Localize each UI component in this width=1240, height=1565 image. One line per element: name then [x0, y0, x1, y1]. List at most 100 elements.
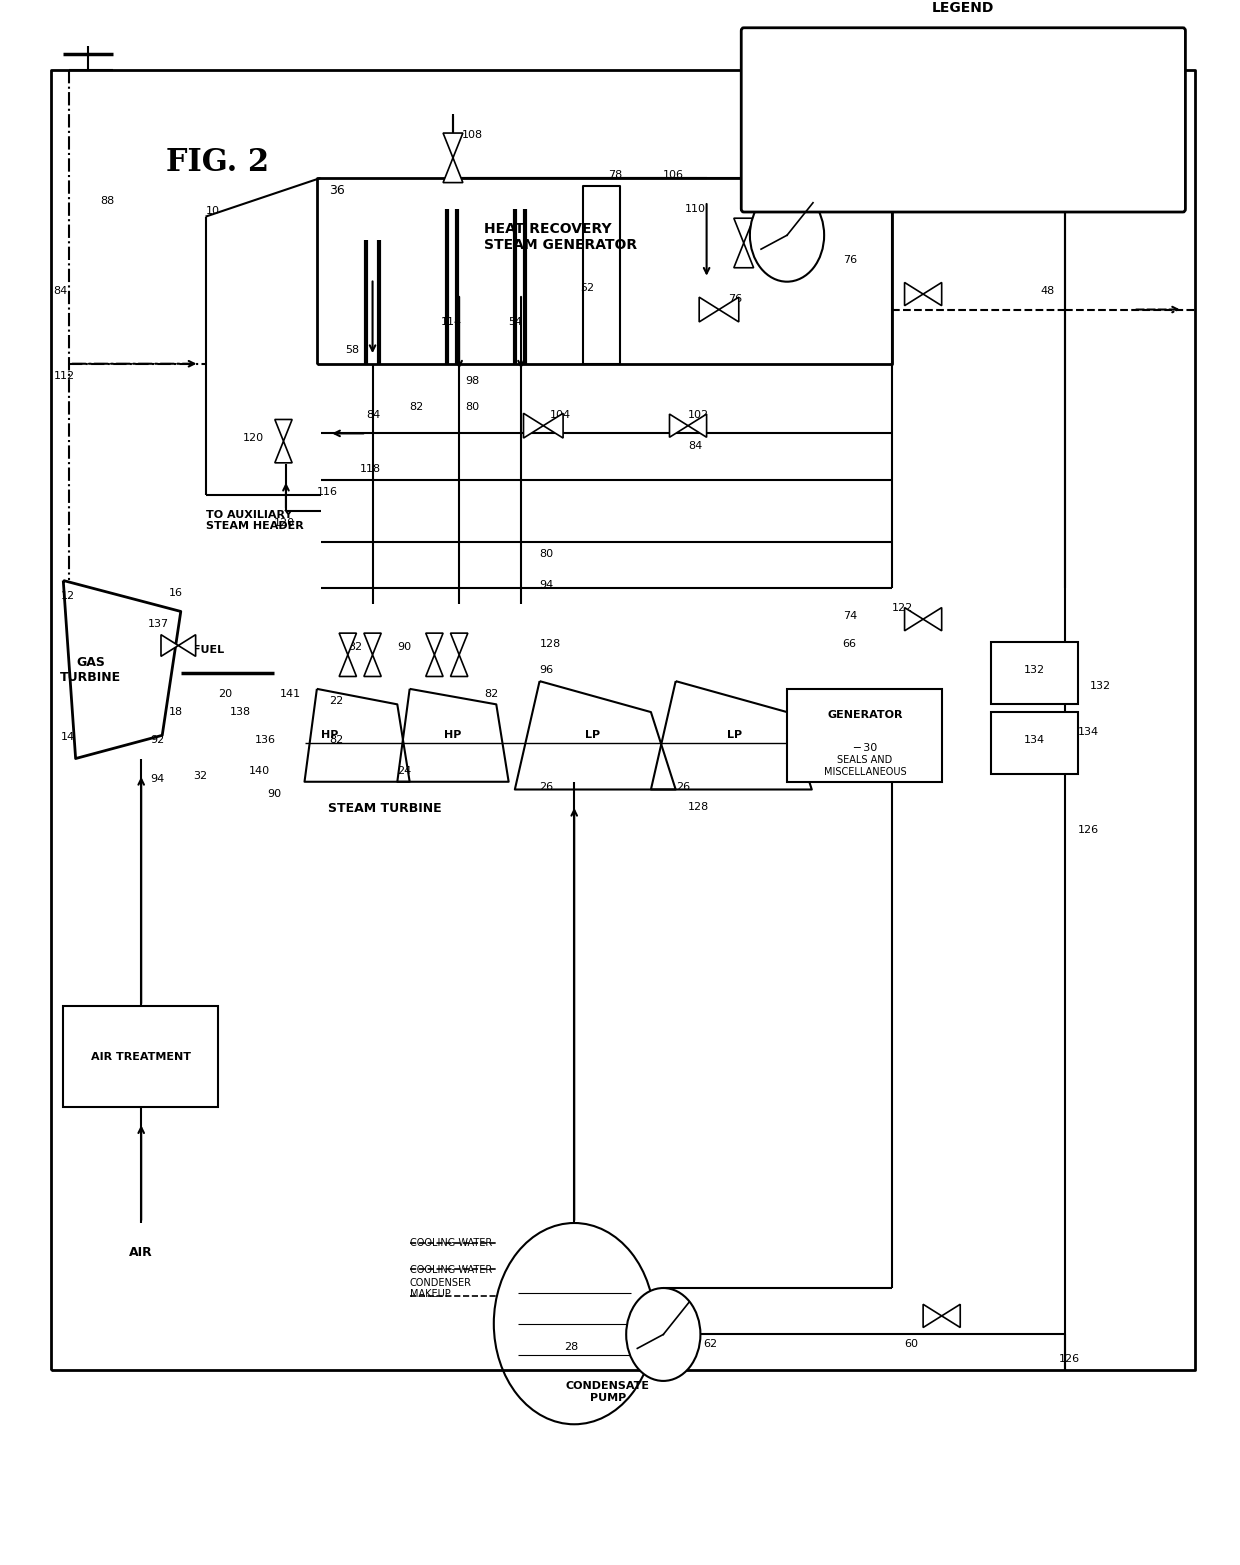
Text: 116: 116 — [317, 487, 337, 498]
Text: 94: 94 — [539, 581, 554, 590]
PathPatch shape — [161, 635, 179, 656]
Text: 82: 82 — [330, 736, 343, 745]
Text: AIR: AIR — [129, 1246, 153, 1260]
PathPatch shape — [179, 635, 196, 656]
Text: 60: 60 — [904, 1340, 919, 1349]
Text: 76: 76 — [754, 250, 768, 260]
Text: 82: 82 — [484, 689, 498, 698]
Bar — [63, 1006, 218, 1106]
Text: 20: 20 — [218, 689, 232, 698]
Text: LP: LP — [728, 731, 743, 740]
PathPatch shape — [699, 297, 719, 322]
PathPatch shape — [340, 634, 356, 654]
Text: STEAM TURBINE: STEAM TURBINE — [329, 801, 441, 815]
Circle shape — [626, 1288, 701, 1380]
Text: SEALS AND
MISCELLANEOUS: SEALS AND MISCELLANEOUS — [823, 756, 906, 778]
Text: FIG. 2: FIG. 2 — [166, 147, 269, 178]
PathPatch shape — [670, 415, 688, 437]
FancyBboxPatch shape — [742, 28, 1185, 211]
Text: 50: 50 — [760, 211, 774, 222]
PathPatch shape — [523, 413, 543, 438]
Text: 48: 48 — [1040, 286, 1055, 296]
Text: 126: 126 — [1078, 825, 1099, 834]
Text: CONDENSER
MAKEUP: CONDENSER MAKEUP — [409, 1277, 471, 1299]
Text: 132: 132 — [1024, 665, 1045, 676]
Text: AIR AND GAS: AIR AND GAS — [910, 128, 1002, 141]
PathPatch shape — [734, 243, 754, 268]
Text: 96: 96 — [539, 665, 554, 676]
Text: 26: 26 — [539, 781, 554, 792]
PathPatch shape — [688, 415, 707, 437]
Text: GAS
TURBINE: GAS TURBINE — [60, 656, 122, 684]
Text: 84: 84 — [53, 286, 68, 296]
Text: 52: 52 — [580, 283, 594, 293]
PathPatch shape — [450, 634, 467, 654]
Text: 114: 114 — [440, 318, 461, 327]
PathPatch shape — [543, 413, 563, 438]
Text: 140: 140 — [249, 765, 270, 776]
PathPatch shape — [363, 654, 381, 676]
Text: LEGEND: LEGEND — [932, 2, 994, 16]
Text: 54: 54 — [508, 318, 523, 327]
PathPatch shape — [425, 654, 443, 676]
Text: 112: 112 — [53, 371, 74, 382]
Ellipse shape — [753, 200, 821, 271]
Text: 137: 137 — [148, 618, 169, 629]
Text: FUEL: FUEL — [193, 645, 224, 656]
Text: 88: 88 — [100, 196, 114, 207]
Text: HP: HP — [444, 731, 461, 740]
Text: 108: 108 — [461, 130, 482, 139]
Text: 134: 134 — [1078, 728, 1099, 737]
Bar — [991, 642, 1078, 704]
Text: 90: 90 — [397, 642, 412, 653]
PathPatch shape — [275, 419, 293, 441]
Text: 84: 84 — [688, 441, 702, 451]
Text: 18: 18 — [169, 707, 182, 717]
Text: 141: 141 — [280, 689, 301, 698]
Text: 10: 10 — [206, 205, 219, 216]
Text: 32: 32 — [347, 642, 362, 653]
Text: 14: 14 — [61, 732, 74, 742]
Text: 26: 26 — [676, 781, 689, 792]
Text: 94: 94 — [150, 773, 164, 784]
PathPatch shape — [734, 218, 754, 243]
Text: 138: 138 — [231, 707, 252, 717]
Text: CONDENSATE
PUMP: CONDENSATE PUMP — [565, 1380, 650, 1402]
Text: 62: 62 — [703, 1340, 717, 1349]
Text: 136: 136 — [255, 736, 277, 745]
PathPatch shape — [923, 282, 941, 305]
Text: 128: 128 — [688, 801, 709, 812]
Text: FUEL: FUEL — [910, 167, 946, 180]
PathPatch shape — [904, 607, 923, 631]
Text: 118: 118 — [360, 465, 382, 474]
Text: 78: 78 — [608, 171, 622, 180]
Text: 12: 12 — [61, 592, 74, 601]
Text: 36: 36 — [330, 183, 345, 197]
PathPatch shape — [275, 441, 293, 463]
Text: 16: 16 — [169, 588, 182, 598]
Text: 104: 104 — [549, 410, 570, 419]
PathPatch shape — [425, 634, 443, 654]
Text: 32: 32 — [193, 770, 207, 781]
Text: 98: 98 — [465, 376, 480, 387]
Text: TO AUXILIARY
STEAM HEADER: TO AUXILIARY STEAM HEADER — [206, 510, 304, 532]
Text: COOLING WATER: COOLING WATER — [409, 1238, 492, 1249]
Bar — [787, 689, 941, 782]
Text: 24: 24 — [397, 765, 412, 776]
Text: 120: 120 — [274, 518, 295, 529]
Text: 106: 106 — [663, 171, 684, 180]
Text: 58: 58 — [345, 344, 360, 355]
Text: 66: 66 — [843, 639, 857, 649]
Text: 90: 90 — [268, 789, 281, 800]
Text: 74: 74 — [843, 612, 857, 621]
Text: ─ 30: ─ 30 — [853, 743, 877, 753]
Text: 22: 22 — [330, 696, 343, 706]
PathPatch shape — [941, 1304, 960, 1327]
Text: WATER: WATER — [910, 89, 960, 102]
Text: 28: 28 — [564, 1341, 579, 1352]
Text: 92: 92 — [150, 736, 164, 745]
PathPatch shape — [443, 133, 463, 158]
Text: 76: 76 — [843, 255, 857, 264]
Text: 72: 72 — [1040, 189, 1055, 200]
Text: 120: 120 — [243, 434, 264, 443]
